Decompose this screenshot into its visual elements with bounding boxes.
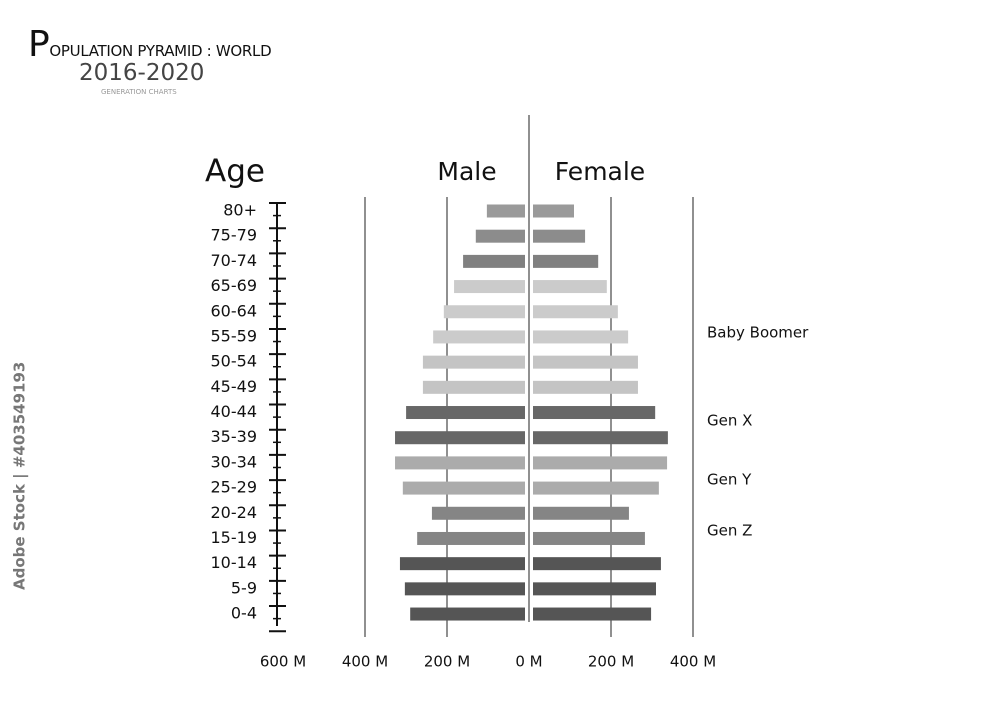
bar xyxy=(533,431,668,445)
bar xyxy=(533,204,574,218)
x-tick-label: 600 M xyxy=(260,653,306,671)
bar xyxy=(533,280,607,294)
bar xyxy=(395,431,525,445)
y-tick-label: 0-4 xyxy=(231,604,257,623)
bar xyxy=(406,406,525,420)
y-tick-label: 40-44 xyxy=(211,402,258,421)
bar xyxy=(475,229,525,243)
bar xyxy=(533,254,599,268)
y-tick-label: 5-9 xyxy=(231,578,257,597)
bar xyxy=(533,330,629,344)
subtitle: 2016-2020 xyxy=(79,60,205,86)
y-tick-label: 25-29 xyxy=(211,478,258,497)
x-tick-label: 400 M xyxy=(670,653,716,671)
y-tick-label: 45-49 xyxy=(211,377,258,396)
legend-label: Male xyxy=(437,157,496,186)
bar xyxy=(533,557,661,571)
x-tick-label: 400 M xyxy=(342,653,388,671)
bar xyxy=(533,406,656,420)
age-axis-title: Age xyxy=(205,154,265,190)
bar xyxy=(486,204,525,218)
title: POPULATION PYRAMID : WORLD xyxy=(28,24,272,65)
bar xyxy=(533,607,652,621)
bar xyxy=(422,380,525,394)
y-tick-label: 15-19 xyxy=(211,528,258,547)
bar xyxy=(454,280,525,294)
generation-label: Gen Z xyxy=(707,522,752,540)
bar xyxy=(431,506,525,520)
bar xyxy=(533,456,668,470)
y-tick-label: 55-59 xyxy=(211,326,258,345)
y-tick-label: 50-54 xyxy=(211,352,258,371)
bar xyxy=(463,254,525,268)
y-tick-label: 65-69 xyxy=(211,276,258,295)
caption: GENERATION CHARTS xyxy=(101,88,177,96)
bar xyxy=(410,607,525,621)
y-tick-label: 30-34 xyxy=(211,452,258,471)
bar xyxy=(399,557,525,571)
bar xyxy=(533,305,618,319)
legend-label: Female xyxy=(555,157,645,186)
bar xyxy=(422,355,525,369)
bar xyxy=(404,582,525,596)
bar xyxy=(433,330,525,344)
bar xyxy=(533,531,645,545)
y-tick-label: 10-14 xyxy=(211,553,258,572)
bar xyxy=(443,305,525,319)
x-tick-label: 0 M xyxy=(515,653,542,671)
x-tick-label: 200 M xyxy=(424,653,470,671)
y-tick-label: 75-79 xyxy=(211,226,258,245)
bar xyxy=(417,531,525,545)
y-tick-label: 35-39 xyxy=(211,427,258,446)
watermark: Adobe Stock | #403549193 xyxy=(11,362,30,590)
generation-label: Baby Boomer xyxy=(707,324,809,342)
bar xyxy=(533,506,629,520)
bar xyxy=(402,481,525,495)
bar xyxy=(533,355,638,369)
y-tick-label: 70-74 xyxy=(211,251,258,270)
x-tick-label: 200 M xyxy=(588,653,634,671)
bar xyxy=(533,380,638,394)
bar xyxy=(533,582,656,596)
generation-label: Gen X xyxy=(707,412,752,430)
bar xyxy=(533,229,586,243)
y-tick-label: 80+ xyxy=(223,201,257,220)
generation-label: Gen Y xyxy=(707,471,752,489)
y-tick-label: 20-24 xyxy=(211,503,258,522)
y-tick-label: 60-64 xyxy=(211,301,258,320)
bar xyxy=(533,481,659,495)
bar xyxy=(395,456,525,470)
